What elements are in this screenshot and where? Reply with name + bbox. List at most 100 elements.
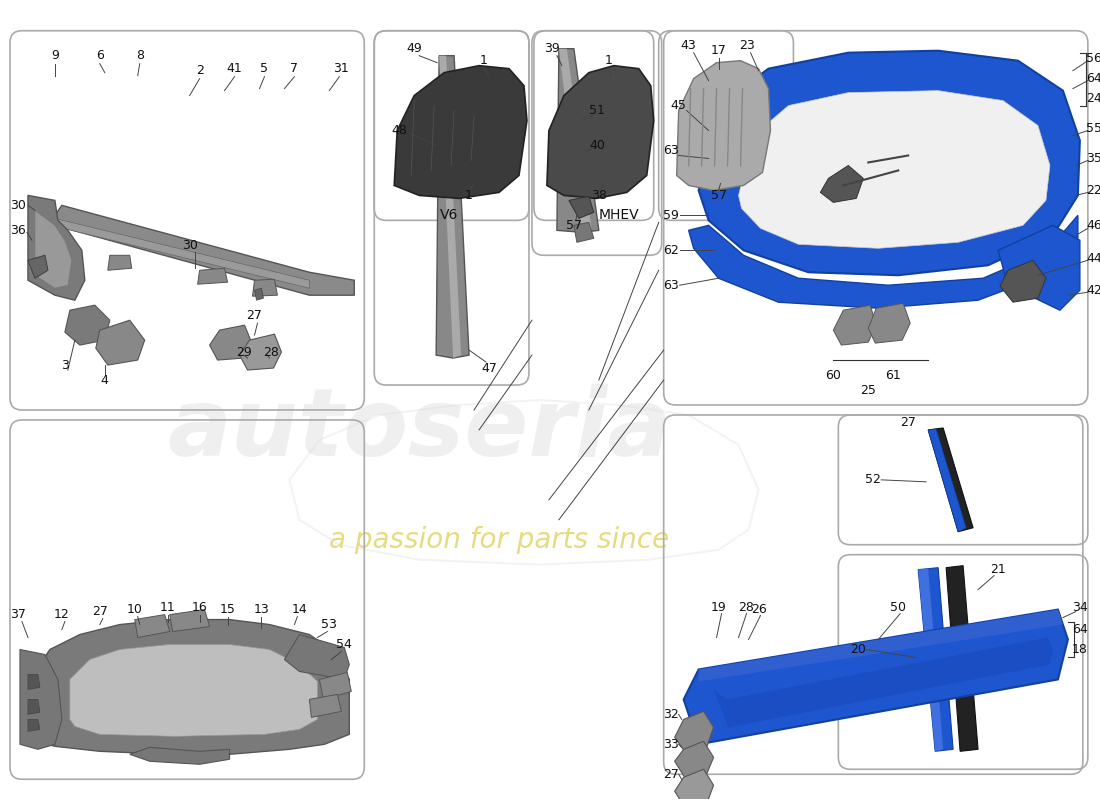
Text: 2: 2 — [196, 64, 204, 77]
Text: a passion for parts since: a passion for parts since — [329, 526, 669, 554]
Text: 1: 1 — [605, 54, 613, 67]
Polygon shape — [574, 222, 594, 242]
Text: 30: 30 — [182, 239, 198, 252]
Polygon shape — [674, 770, 714, 800]
Text: V6: V6 — [440, 208, 459, 222]
Polygon shape — [285, 634, 350, 679]
Text: 4: 4 — [101, 374, 109, 386]
Polygon shape — [55, 218, 309, 288]
Text: 27: 27 — [92, 605, 108, 618]
Text: 17: 17 — [711, 44, 726, 57]
Polygon shape — [698, 50, 1080, 275]
Polygon shape — [714, 638, 1053, 727]
Polygon shape — [683, 610, 1068, 744]
Text: 31: 31 — [333, 62, 349, 75]
Text: 30: 30 — [10, 199, 26, 212]
Text: 12: 12 — [54, 608, 69, 621]
Text: 37: 37 — [10, 608, 26, 621]
Polygon shape — [28, 674, 40, 690]
Polygon shape — [918, 569, 943, 751]
Text: 24: 24 — [1086, 92, 1100, 105]
Text: 38: 38 — [591, 189, 607, 202]
Text: 23: 23 — [738, 39, 755, 52]
Polygon shape — [674, 711, 714, 751]
Polygon shape — [946, 566, 978, 751]
Text: 25: 25 — [860, 383, 877, 397]
Text: 35: 35 — [1086, 152, 1100, 165]
Text: 56: 56 — [1086, 52, 1100, 65]
Polygon shape — [559, 49, 592, 232]
Text: 21: 21 — [990, 563, 1005, 576]
Text: 63: 63 — [663, 278, 679, 292]
Polygon shape — [569, 197, 594, 218]
Polygon shape — [547, 66, 653, 198]
Text: 15: 15 — [220, 603, 235, 616]
Polygon shape — [134, 614, 169, 638]
Text: 22: 22 — [1086, 184, 1100, 197]
Text: 59: 59 — [662, 209, 679, 222]
Text: 55: 55 — [1086, 122, 1100, 135]
Text: 18: 18 — [1071, 643, 1088, 656]
Text: 47: 47 — [481, 362, 497, 374]
Text: 54: 54 — [337, 638, 352, 651]
Text: 29: 29 — [235, 346, 252, 358]
Text: 27: 27 — [662, 768, 679, 781]
Polygon shape — [108, 255, 132, 270]
Text: 46: 46 — [1086, 219, 1100, 232]
Polygon shape — [706, 138, 744, 175]
Polygon shape — [70, 645, 318, 736]
Polygon shape — [65, 305, 110, 345]
Text: 36: 36 — [10, 224, 25, 237]
Text: 8: 8 — [135, 49, 144, 62]
Text: autoseria: autoseria — [167, 384, 671, 476]
Text: 51: 51 — [588, 104, 605, 117]
Text: 16: 16 — [191, 601, 208, 614]
Text: 64: 64 — [1086, 72, 1100, 85]
Text: 1: 1 — [480, 54, 488, 67]
Text: 11: 11 — [160, 601, 176, 614]
Text: 3: 3 — [60, 358, 69, 371]
Polygon shape — [20, 650, 62, 750]
Polygon shape — [676, 61, 770, 190]
Text: 20: 20 — [850, 643, 866, 656]
Polygon shape — [738, 90, 1049, 248]
Text: 61: 61 — [886, 369, 901, 382]
Polygon shape — [928, 429, 966, 532]
Text: 19: 19 — [711, 601, 726, 614]
Polygon shape — [169, 610, 210, 631]
Polygon shape — [319, 673, 351, 699]
Polygon shape — [30, 619, 350, 754]
Text: 34: 34 — [1072, 601, 1088, 614]
Text: 41: 41 — [227, 62, 242, 75]
Text: 32: 32 — [663, 708, 679, 721]
Polygon shape — [55, 206, 354, 295]
Text: 49: 49 — [406, 42, 422, 55]
Polygon shape — [198, 268, 228, 284]
Polygon shape — [436, 56, 469, 358]
Text: 52: 52 — [866, 474, 881, 486]
Polygon shape — [918, 568, 953, 751]
Polygon shape — [928, 428, 974, 532]
Polygon shape — [557, 49, 598, 232]
Text: 48: 48 — [392, 124, 407, 137]
Text: 10: 10 — [126, 603, 143, 616]
Polygon shape — [130, 747, 230, 764]
Polygon shape — [35, 210, 72, 288]
Polygon shape — [998, 226, 1080, 310]
Polygon shape — [821, 166, 864, 202]
Text: 63: 63 — [663, 144, 679, 157]
Text: 43: 43 — [681, 39, 696, 52]
Text: 9: 9 — [51, 49, 58, 62]
Text: 27: 27 — [246, 309, 263, 322]
Text: 40: 40 — [588, 139, 605, 152]
Polygon shape — [394, 66, 527, 198]
Text: 64: 64 — [1072, 623, 1088, 636]
Text: 62: 62 — [663, 244, 679, 257]
Polygon shape — [240, 334, 282, 370]
Polygon shape — [439, 56, 461, 358]
Text: 45: 45 — [671, 99, 686, 112]
Text: 39: 39 — [544, 42, 560, 55]
Text: 27: 27 — [900, 417, 916, 430]
Polygon shape — [253, 279, 277, 296]
Polygon shape — [1000, 260, 1046, 302]
